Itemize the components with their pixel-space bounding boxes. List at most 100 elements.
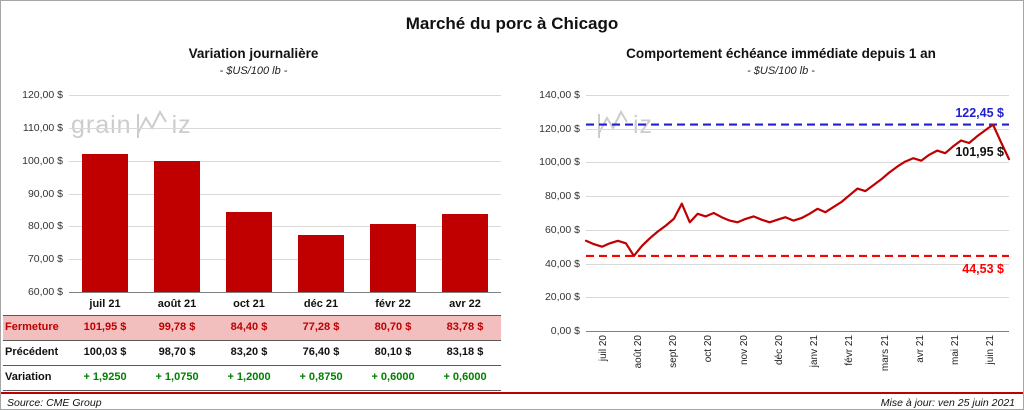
- bar-août-21: [154, 161, 200, 292]
- table-row-line: [3, 365, 501, 366]
- x-axis-label: nov 20: [738, 335, 750, 366]
- x-axis-label: juil 20: [597, 335, 609, 362]
- watermark-text-prefix: grain: [71, 110, 132, 139]
- close-row-highlight: [3, 316, 501, 340]
- x-axis-label: avr 22: [449, 298, 481, 310]
- x-axis-label: déc 21: [303, 298, 339, 310]
- x-axis-label: sept 20: [668, 335, 680, 368]
- y-axis-label: 80,00 $: [27, 220, 63, 233]
- y-axis-label: 40,00 $: [544, 257, 580, 270]
- min-value-label: 44,53 $: [962, 261, 1004, 276]
- y-axis-label: 140,00 $: [539, 89, 580, 101]
- y-axis-label: 110,00 $: [22, 121, 63, 134]
- x-axis-label: août 21: [157, 298, 197, 310]
- line-chart-title: Comportement échéance immédiate depuis 1…: [626, 46, 936, 61]
- source-note: Source: CME Group: [7, 397, 102, 409]
- price-line-svg: [584, 123, 1011, 258]
- update-note: Mise à jour: ven 25 juin 2021: [880, 397, 1015, 409]
- footer-rule: [1, 392, 1023, 394]
- row-label-fermeture: Fermeture: [5, 321, 59, 333]
- gridline: [586, 297, 1009, 299]
- y-axis-label: 70,00 $: [27, 253, 63, 266]
- table-row-line: [3, 340, 501, 341]
- y-axis-label: 100,00 $: [22, 154, 63, 167]
- bar-chart-subtitle: - $US/100 lb -: [219, 65, 288, 77]
- table-cell: 76,40 $: [302, 346, 340, 358]
- gridline: [586, 95, 1009, 96]
- x-axis-label: janv 21: [809, 335, 821, 368]
- table-cell: 99,78 $: [158, 321, 196, 333]
- gridline: [586, 128, 1009, 130]
- row-label-precedent: Précédent: [5, 346, 59, 358]
- bar-avr-22: [442, 213, 488, 292]
- watermark-text-suffix: iz: [171, 110, 192, 139]
- table-cell: 98,70 $: [158, 346, 196, 358]
- table-cell: 100,03 $: [83, 346, 127, 358]
- gridline: [69, 193, 501, 195]
- gridline: [69, 160, 501, 162]
- table-cell: 83,18 $: [446, 346, 484, 358]
- table-cell: 83,78 $: [446, 321, 484, 333]
- table-cell: + 1,2000: [227, 371, 271, 383]
- x-axis-label: févr 21: [844, 335, 856, 366]
- y-axis-label: 80,00 $: [544, 190, 580, 203]
- y-axis-label: 60,00 $: [27, 286, 63, 298]
- grainwiz-watermark-left: grain iz: [71, 109, 192, 141]
- y-axis-label: 60,00 $: [544, 223, 580, 236]
- x-axis-line: [69, 292, 501, 293]
- gridline: [586, 263, 1009, 265]
- x-axis-label: avr 21: [914, 335, 926, 363]
- grainwiz-logo-icon: [598, 109, 628, 138]
- gridline: [586, 162, 1009, 164]
- table-bottom-line: [3, 390, 501, 391]
- gridline: [69, 226, 501, 228]
- x-axis-label: juin 21: [985, 335, 997, 365]
- x-axis-line: [586, 331, 1009, 332]
- y-axis-label: 0,00 $: [550, 325, 580, 337]
- gridline: [69, 127, 501, 129]
- bar-chart-title: Variation journalière: [188, 46, 319, 61]
- bar-oct-21: [226, 211, 272, 292]
- y-axis-label: 90,00 $: [27, 187, 63, 200]
- table-row-line: [3, 315, 501, 316]
- table-cell: 83,20 $: [230, 346, 268, 358]
- bar-déc-21: [298, 235, 344, 292]
- price-line: [584, 123, 1011, 257]
- gridline: [69, 95, 501, 96]
- y-axis-label: 120,00 $: [539, 122, 580, 135]
- x-axis-label: févr 22: [375, 298, 411, 310]
- gridline: [586, 196, 1009, 198]
- table-cell: 77,28 $: [302, 321, 340, 333]
- x-axis-label: août 20: [632, 335, 644, 369]
- x-axis-label: oct 20: [703, 335, 715, 363]
- y-axis-label: 100,00 $: [539, 156, 580, 169]
- x-axis-label: juil 21: [89, 298, 121, 310]
- row-label-variation: Variation: [5, 371, 52, 383]
- gridline: [69, 259, 501, 261]
- bar-juil-21: [82, 154, 128, 292]
- last-value-label: 101,95 $: [955, 145, 1004, 160]
- gridline: [586, 229, 1009, 231]
- max-value-label: 122,45 $: [955, 105, 1004, 120]
- y-axis-label: 20,00 $: [544, 291, 580, 304]
- y-axis-label: 120,00 $: [22, 89, 63, 101]
- table-cell: + 1,0750: [155, 371, 199, 383]
- table-cell: 101,95 $: [83, 321, 127, 333]
- page-title: Marché du porc à Chicago: [405, 14, 619, 33]
- x-axis-label: déc 20: [773, 335, 785, 366]
- table-cell: 80,70 $: [374, 321, 412, 333]
- table-cell: + 0,6000: [371, 371, 415, 383]
- table-cell: 80,10 $: [374, 346, 412, 358]
- x-axis-label: mars 21: [879, 335, 891, 372]
- table-cell: 84,40 $: [230, 321, 268, 333]
- line-chart-subtitle: - $US/100 lb -: [747, 65, 815, 77]
- x-axis-label: mai 21: [950, 335, 962, 366]
- x-axis-label: oct 21: [233, 298, 265, 310]
- table-cell: + 1,9250: [83, 371, 127, 383]
- table-cell: + 0,8750: [299, 371, 343, 383]
- bar-févr-22: [370, 224, 416, 292]
